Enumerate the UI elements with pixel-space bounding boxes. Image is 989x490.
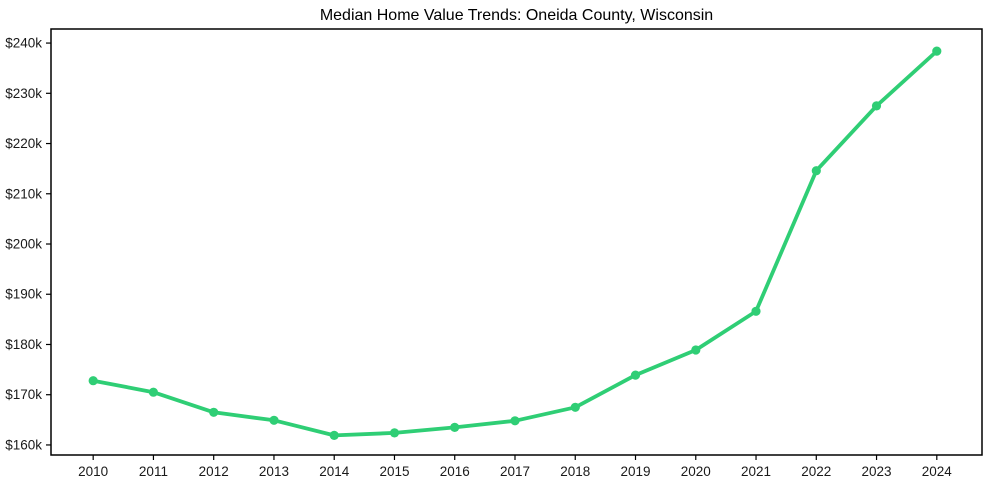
y-tick-label: $190k [5, 287, 42, 302]
y-tick-label: $240k [5, 36, 42, 51]
plot-border [50, 28, 983, 456]
y-tick-label: $200k [5, 237, 42, 252]
data-point-2017 [510, 416, 520, 426]
data-point-2014 [329, 430, 339, 440]
x-tick-label: 2020 [681, 464, 711, 479]
x-tick-label: 2016 [440, 464, 470, 479]
y-tick-label: $180k [5, 337, 42, 352]
chart-title: Median Home Value Trends: Oneida County,… [319, 7, 714, 24]
y-tick-label: $220k [5, 136, 42, 151]
trend-line [91, 49, 939, 438]
x-tick-label: 2017 [500, 464, 530, 479]
x-tick-label: 2012 [199, 464, 229, 479]
x-tick-label: 2010 [78, 464, 108, 479]
x-tick-label: 2013 [259, 464, 289, 479]
data-point-2013 [269, 415, 279, 425]
x-tick-label: 2011 [139, 464, 168, 479]
y-tick-label: $210k [5, 186, 42, 201]
data-point-2023 [871, 101, 882, 111]
data-point-2024 [932, 46, 942, 56]
x-tick-label: 2018 [560, 464, 590, 479]
x-tick-label: 2014 [319, 464, 350, 479]
data-point-2015 [389, 428, 400, 438]
y-tick-label: $170k [5, 387, 42, 402]
y-tick-label: $230k [5, 86, 42, 101]
x-tick-label: 2015 [379, 464, 409, 479]
data-point-2011 [148, 387, 158, 397]
x-tick-label: 2022 [801, 464, 831, 479]
data-point-2016 [450, 422, 460, 432]
data-point-2010 [88, 376, 98, 386]
x-tick-label: 2023 [862, 464, 892, 479]
data-point-2012 [209, 407, 219, 417]
x-tick-label: 2019 [620, 464, 650, 479]
data-point-2020 [691, 345, 701, 355]
x-tick-label: 2021 [741, 464, 771, 479]
data-point-2022 [811, 166, 821, 176]
data-point-2018 [570, 402, 580, 412]
x-tick-label: 2024 [922, 464, 953, 479]
data-point-2021 [751, 306, 761, 316]
data-point-2019 [630, 370, 641, 380]
y-tick-label: $160k [5, 437, 42, 452]
